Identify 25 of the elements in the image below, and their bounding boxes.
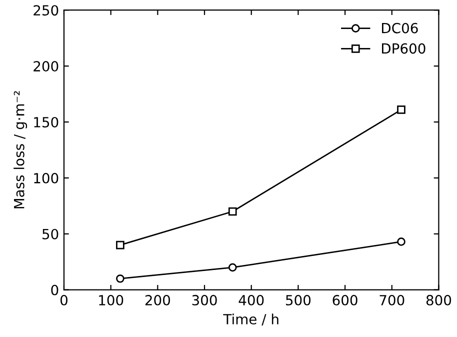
y-tick-label: 200 (34, 61, 58, 72)
point (397, 106, 406, 114)
point (228, 207, 237, 216)
x-axis-title: Time / h (223, 314, 278, 326)
point (116, 240, 124, 250)
y-tick-label: 150 (34, 116, 58, 128)
x-tick-label: 400 (238, 294, 264, 306)
x-tick-label: 200 (145, 294, 170, 306)
legend-label: DC06 (382, 22, 418, 34)
x-tick-label: 800 (426, 294, 452, 306)
x-tick-label: 700 (380, 294, 404, 306)
y-tick-label: 100 (34, 172, 58, 184)
y-tick-label: 50 (42, 228, 58, 240)
point (116, 274, 124, 283)
x-tick-label: 600 (332, 294, 358, 306)
y-axis-title: Mass loss / g·m⁻² (14, 91, 28, 208)
legend-label: DP600 (382, 43, 426, 54)
y-tick-label: 0 (51, 284, 58, 296)
point (397, 238, 406, 246)
y-tick-label: 250 (34, 5, 58, 16)
x-tick-label: 0 (60, 294, 68, 306)
x-tick-label: 100 (99, 294, 124, 306)
point (228, 263, 237, 272)
x-tick-label: 300 (192, 294, 217, 306)
x-tick-label: 500 (286, 294, 311, 306)
